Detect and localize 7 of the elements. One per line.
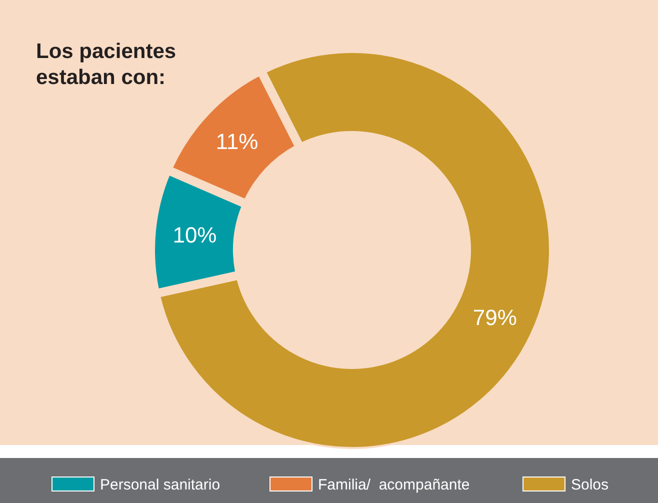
chart-title: Los pacientes estaban con: bbox=[36, 40, 176, 89]
legend-label: Solos bbox=[571, 476, 609, 494]
data-label: 79% bbox=[472, 304, 517, 330]
legend-label: Personal sanitario bbox=[100, 476, 220, 494]
legend-label: Familia/ acompañante bbox=[318, 476, 470, 494]
data-label: 11% bbox=[216, 129, 258, 154]
data-label: 10% bbox=[172, 222, 217, 248]
